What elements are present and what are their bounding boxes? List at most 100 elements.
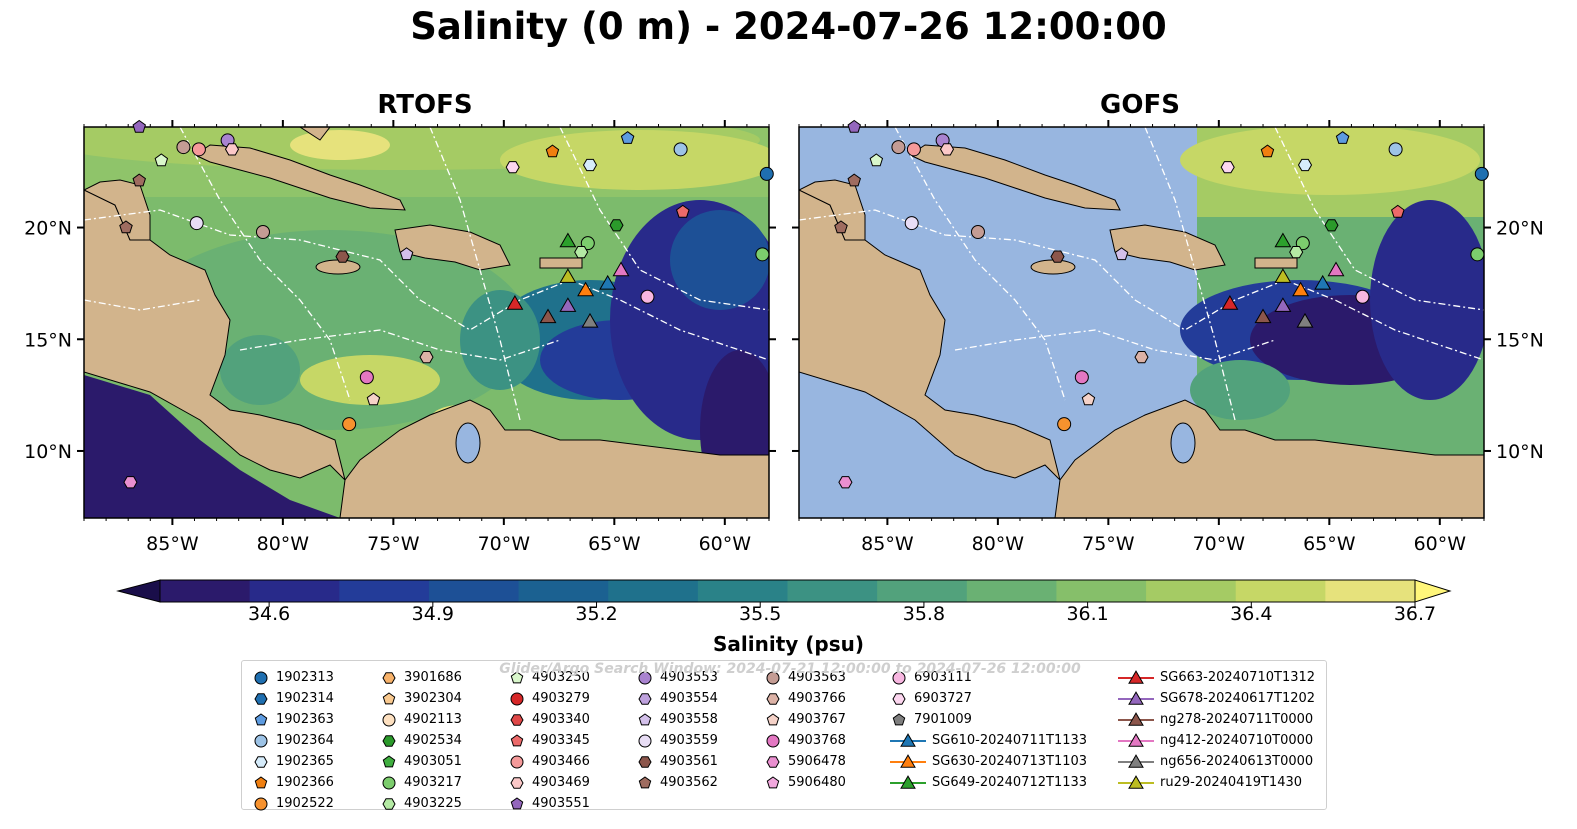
glider-marker: [581, 312, 599, 328]
colorbar-bin: [966, 580, 1057, 602]
legend-entry: 7901009: [890, 709, 1087, 730]
argo-float-marker: [1474, 166, 1489, 181]
legend-label: 6903727: [914, 691, 972, 706]
lon-tick-label: 60°W: [1414, 533, 1467, 555]
colorbar-bin: [608, 580, 699, 602]
argo-float-marker: [640, 289, 655, 304]
legend-label: 4903553: [660, 670, 718, 685]
legend-entry: ng278-20240711T0000: [1118, 709, 1315, 730]
legend-marker: [510, 755, 524, 768]
argo-float-marker: [970, 225, 985, 240]
lon-tick-label: 80°W: [257, 533, 310, 555]
circle-icon: [510, 755, 524, 768]
lon-tick-label: 85°W: [146, 533, 199, 555]
legend-label: 4903551: [532, 796, 590, 811]
argo-float-marker: [834, 220, 848, 234]
legend-entry: 4903553: [636, 667, 718, 688]
legend-marker: [766, 734, 780, 747]
legend-marker: [254, 775, 268, 788]
legend-entry: ru29-20240419T1430: [1118, 772, 1315, 793]
argo-float-marker: [1114, 247, 1129, 261]
glider-marker: [1314, 274, 1332, 290]
legend-entry: SG649-20240712T1133: [890, 772, 1087, 793]
legend-entry: 4903250: [508, 667, 590, 688]
legend-entry: 1902365: [252, 751, 334, 772]
legend-column: 4903563 4903766 4903767 4903768 5906478 59064…: [764, 667, 846, 793]
hexagon-icon: [766, 755, 780, 768]
triangle-icon: [890, 732, 926, 747]
legend-label: 4903563: [788, 670, 846, 685]
legend-label: ng278-20240711T0000: [1160, 712, 1314, 727]
colorbar: [116, 579, 1452, 607]
legend-label: SG649-20240712T1133: [932, 775, 1088, 790]
argo-float-marker: [1388, 142, 1403, 157]
colorbar-tick-label: 36.7: [1393, 603, 1437, 625]
legend-entry: 4903558: [636, 709, 718, 730]
circle-icon: [638, 734, 652, 747]
lat-tick-label: 20°N: [24, 218, 72, 240]
pentagon-icon: [254, 775, 268, 788]
glider-marker: [1296, 312, 1314, 328]
pentagon-icon: [638, 775, 652, 788]
triangle-icon: [1118, 774, 1154, 789]
legend-label: 5906480: [788, 775, 846, 790]
lon-tick-label: 65°W: [1303, 533, 1356, 555]
argo-float-marker: [1391, 204, 1405, 218]
legend-entry: 3901686: [380, 667, 462, 688]
argo-float-marker: [1081, 392, 1096, 406]
legend-entry: SG630-20240713T1103: [890, 751, 1087, 772]
legend-entry: 4903767: [764, 709, 846, 730]
glider-marker: [506, 294, 524, 310]
legend-entry: 1902364: [252, 730, 334, 751]
argo-float-marker: [224, 143, 240, 156]
legend-entry: 4903562: [636, 772, 718, 793]
legend-marker: [254, 797, 268, 810]
hexagon-icon: [254, 692, 268, 705]
pentagon-icon: [510, 670, 524, 683]
circle-icon: [254, 734, 268, 747]
legend-label: ng412-20240710T0000: [1160, 733, 1314, 748]
search-window-watermark: Glider/Argo Search Window: 2024-07-21 12…: [499, 661, 1081, 677]
lon-tick-label: 70°W: [1193, 533, 1246, 555]
argo-float-marker: [1335, 131, 1350, 144]
legend-marker: [766, 755, 780, 768]
legend-label: 4903340: [532, 712, 590, 727]
legend-label: 4903561: [660, 754, 718, 769]
legend-entry: 4903559: [636, 730, 718, 751]
glider-marker: [577, 281, 595, 297]
colorbar-bin: [697, 580, 788, 602]
glider-marker: [1254, 308, 1272, 324]
legend-marker: [892, 671, 906, 684]
legend-entry: 4903551: [508, 793, 590, 814]
legend-marker: [1128, 711, 1144, 726]
triangle-icon: [1118, 690, 1154, 705]
legend-label: 4903466: [532, 754, 590, 769]
triangle-icon: [890, 774, 926, 789]
argo-float-marker: [609, 219, 624, 232]
rtofs-field: [84, 127, 769, 518]
legend-entry: 4903345: [508, 730, 590, 751]
map-panel-gofs: [798, 126, 1485, 519]
legend-marker: [382, 691, 396, 704]
legend: 1902313 1902314 1902363 1902364 1902365 19023…: [241, 660, 1327, 811]
colorbar-bin: [877, 580, 968, 602]
argo-float-marker: [505, 161, 520, 174]
legend-marker: [766, 671, 780, 684]
legend-column: 6903111 6903727 7901009 SG610-20240711T1133…: [890, 667, 1087, 793]
legend-marker: [1128, 753, 1144, 768]
argo-float-marker: [1134, 351, 1149, 364]
legend-marker: [1128, 690, 1144, 705]
colorbar-bin: [160, 580, 251, 602]
hexagon-icon: [510, 713, 524, 726]
legend-label: 5906478: [788, 754, 846, 769]
argo-float-marker: [359, 370, 374, 385]
circle-icon: [254, 671, 268, 684]
colorbar-bin: [787, 580, 878, 602]
legend-entry: 4903469: [508, 772, 590, 793]
argo-float-marker: [838, 476, 853, 489]
argo-float-marker: [132, 119, 146, 133]
legend-label: 4903345: [532, 733, 590, 748]
hexagon-icon: [382, 797, 396, 810]
legend-label: 6903111: [914, 670, 972, 685]
legend-marker: [638, 734, 652, 747]
